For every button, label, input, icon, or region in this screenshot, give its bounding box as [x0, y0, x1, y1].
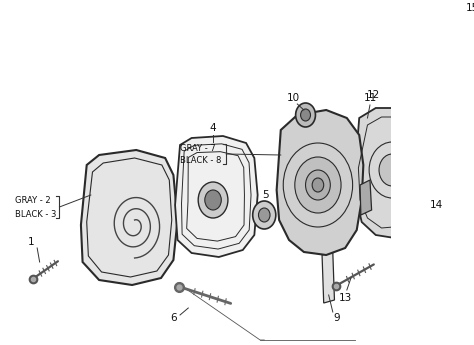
Text: 9: 9	[334, 313, 340, 323]
Text: 6: 6	[170, 313, 177, 323]
Circle shape	[258, 208, 270, 222]
Circle shape	[306, 170, 330, 200]
Polygon shape	[438, 20, 474, 120]
Circle shape	[447, 83, 455, 93]
Polygon shape	[277, 110, 364, 255]
Circle shape	[198, 182, 228, 218]
Circle shape	[253, 201, 276, 229]
Text: 5: 5	[263, 190, 269, 200]
Polygon shape	[81, 150, 178, 285]
Text: BLACK - 8: BLACK - 8	[180, 156, 221, 165]
Text: 13: 13	[338, 293, 352, 303]
Circle shape	[312, 178, 324, 192]
Circle shape	[295, 157, 341, 213]
Polygon shape	[355, 108, 425, 238]
Text: GRAY - 2: GRAY - 2	[15, 196, 51, 205]
Circle shape	[205, 190, 221, 210]
Text: 10: 10	[287, 93, 300, 103]
Text: 11: 11	[364, 93, 376, 103]
Text: GRAY - 7: GRAY - 7	[180, 144, 216, 152]
Circle shape	[301, 109, 310, 121]
Text: 15: 15	[466, 3, 474, 13]
Polygon shape	[322, 252, 335, 303]
Circle shape	[425, 185, 434, 195]
Text: 1: 1	[28, 237, 35, 247]
Circle shape	[447, 40, 455, 50]
Ellipse shape	[464, 41, 474, 76]
Polygon shape	[360, 180, 372, 215]
Text: 12: 12	[366, 90, 380, 100]
Text: 4: 4	[210, 123, 216, 133]
Circle shape	[296, 103, 316, 127]
Circle shape	[420, 179, 438, 201]
Text: 14: 14	[429, 200, 443, 210]
Text: BLACK - 3: BLACK - 3	[15, 209, 56, 218]
Circle shape	[379, 154, 405, 186]
Polygon shape	[175, 136, 258, 257]
